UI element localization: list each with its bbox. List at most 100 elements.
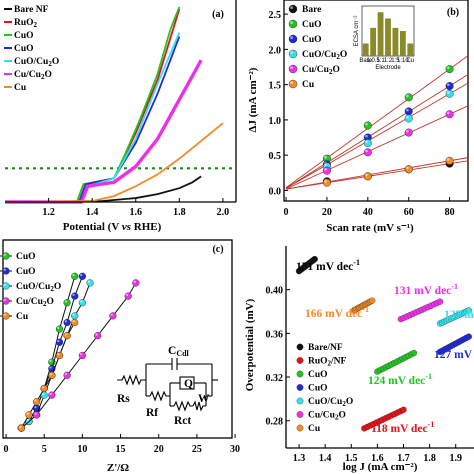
panel-c-point [71,312,79,320]
panel-b-legend-label: Cu [302,80,315,90]
panel-d-point [436,298,444,305]
panel-c-frame [2,239,233,439]
inset-category-label: 1:0.5 [366,58,380,64]
panel-b-legend-marker-highlight [290,6,293,9]
panel-c-legend-marker-highlight [3,283,6,286]
inset-bar [385,18,391,56]
panel-d-legend-marker [296,357,304,364]
panel-b-legend-marker [288,34,298,44]
panel-b-fit-line-5 [285,157,469,190]
panel-b-fit-line-2 [285,74,469,189]
panel-a-plot-area [4,6,236,204]
panel-b-point [363,172,372,181]
panel-c-point-highlight [95,333,98,336]
panel-c-x-tick-label: 5 [42,444,47,455]
panel-c-legend: CuO CuO CuO/Cu2O Cu/Cu2O Cu [0,252,61,322]
panel-b-point-highlight [365,134,368,138]
panel-b-legend-marker-highlight [290,51,293,54]
circuit-label-rct: Rct [174,415,191,427]
panel-c-legend-marker-highlight [3,268,6,271]
panel-d-x-tick-label: 1.7 [397,453,410,464]
panel-c-point-highlight [64,333,68,336]
panel-d-slope-label: 127 mV dec-1 [444,306,474,321]
panel-b-plot-area [285,55,469,190]
panel-c-point [71,318,79,327]
panel-b-point-highlight [365,173,368,177]
circuit-label-cdl-text: Cdl [176,349,189,358]
panel-c-point [132,279,140,287]
panel-c-point [32,411,41,419]
panel-d-y-tick-label: 0.40 [266,286,284,297]
panel-b-legend-label: CuO [302,35,322,45]
panel-c-point-highlight [64,372,68,376]
inset-category-label: Cu [406,58,414,64]
panel-b-point [322,166,331,175]
panel-b-fit-line-1 [285,55,469,188]
panel-d-legend-label: Bare/NF [308,343,343,353]
panel-c-x-tick-label: 0 [4,444,9,455]
panel-c-plot-area [17,272,140,432]
inset-category-label: 1:2 [384,58,393,64]
panel-c-point-highlight [72,273,75,277]
panel-d-x-tick-label: 1.9 [449,453,462,464]
circuit-label-w: W [198,393,210,405]
panel-d-x-ticks: 1.3 1.4 1.5 1.6 1.7 1.8 1.9 [293,444,462,464]
panel-b-point-highlight [324,180,327,183]
panel-b-point [445,110,454,119]
panel-c-point-highlight [34,412,37,415]
panel-b-y-ticks: 0.0 0.5 1.0 1.5 2.0 2.5 [269,10,288,197]
inset-category-label: Bare [359,58,372,64]
panel-c-x-tick-label: 10 [77,444,87,455]
panel-b-point [445,89,454,98]
panel-c-legend-label: CuO [16,252,36,262]
panel-b-point-highlight [446,83,450,87]
panel-d-slope-label: 166 mV dec-1 [305,305,369,320]
circuit-rct-resistor [173,400,193,412]
panel-a-x-tick-label: 1.8 [173,207,186,218]
panel-d-legend-label: Cu [308,424,321,434]
panel-c-legend-label: Cu/Cu2O [16,297,54,308]
panel-d-x-tick-label: 1.3 [293,453,306,464]
panel-c-point-highlight [64,300,68,303]
panel-c-point-highlight [87,280,91,283]
panel-a-legend-label: Bare NF [14,5,49,15]
panel-d-x-tick-label: 1.4 [319,453,332,464]
panel-b-y-tick-label: 1.0 [269,116,282,127]
panel-b-legend-marker [288,49,298,59]
panel-b-legend-marker-highlight [290,81,293,84]
circuit-rs-resistor [117,374,146,386]
panel-c-legend-marker [2,297,10,305]
panel-b-x-tick-label: 20 [322,207,332,218]
panel-b-point [445,82,454,91]
panel-b-legend-marker-highlight [290,36,293,39]
panel-b-point [445,65,454,74]
panel-d-point [400,406,407,413]
panel-d-slope-label: 127 mV dec-1 [434,346,474,361]
inset-y-title: ECSA cm⁻² [354,16,360,47]
panel-d-legend-label: CuO [308,370,328,380]
panel-a-x-tick-label: 1.4 [86,207,99,218]
panel-c-point-highlight [49,392,52,396]
panel-c-point [63,299,71,307]
panel-b-y-tick-label: 2.5 [269,10,282,21]
panel-c-x-tick-label: 25 [192,444,202,455]
panel-c-point-highlight [41,386,45,389]
panel-d-point [465,307,472,314]
panel-c-point-highlight [57,339,60,343]
panel-c-point-highlight [57,353,60,356]
panel-b-legend-marker [288,64,298,74]
panel-d-slope-label: 131 mV dec-1 [394,282,458,297]
inset-bar [362,43,369,56]
panel-c-point-highlight [34,399,37,402]
panel-c-legend-marker-highlight [3,253,6,256]
panel-d-y-tick-label: 0.32 [266,373,284,384]
panel-c-point [17,424,25,432]
panel-c-x-axis-title: Z'/Ω [107,462,129,474]
panel-b-label: (b) [447,7,459,18]
panel-b-point [363,139,372,148]
panel-b-x-axis-title: Scan rate (mV s⁻¹) [326,222,414,234]
panel-b-point [404,128,413,137]
panel-c-point-highlight [64,320,68,323]
panel-b-x-tick-label: 0 [284,207,289,218]
